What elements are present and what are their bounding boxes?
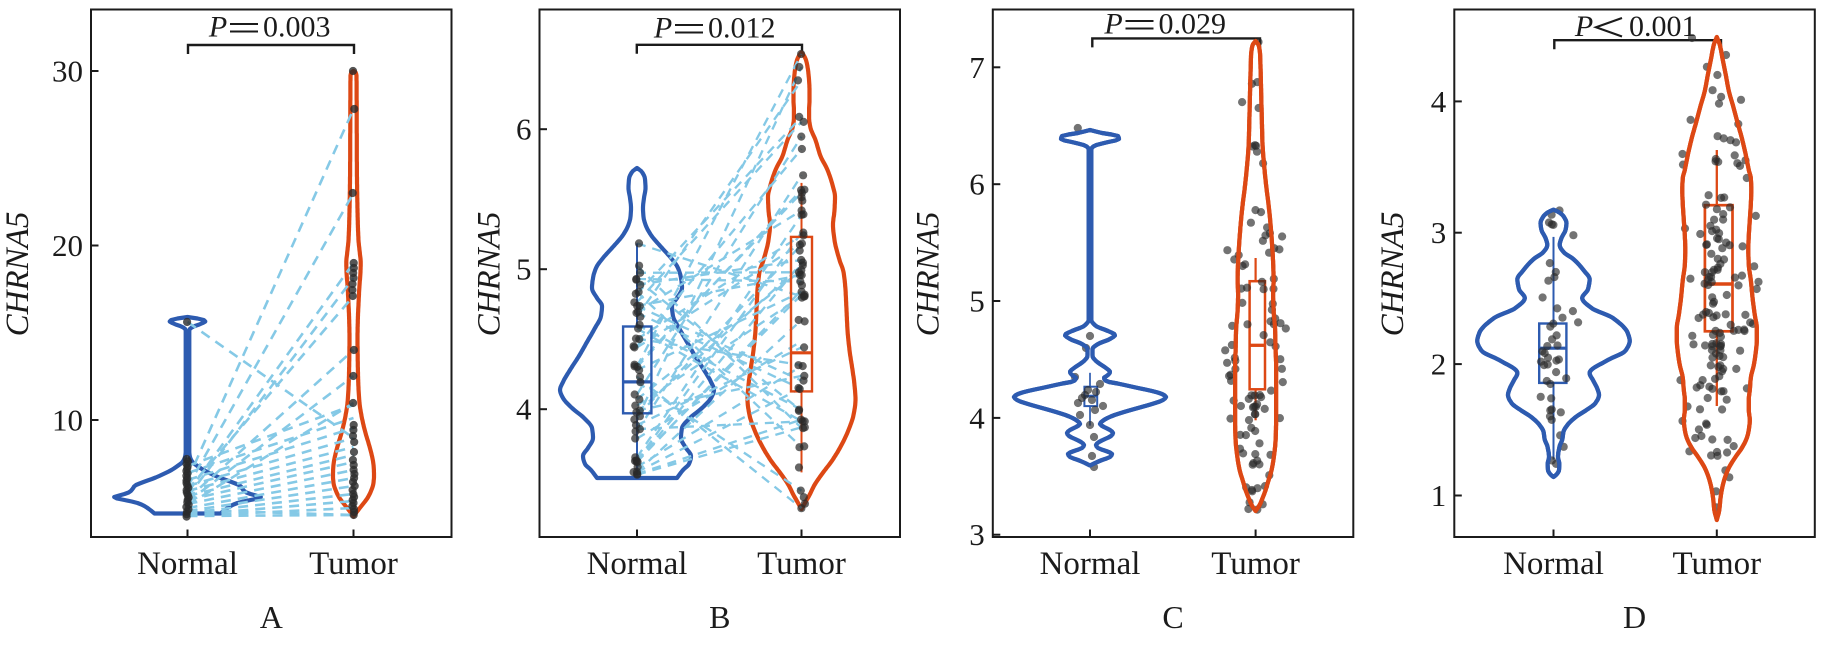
svg-text:CHRNA5: CHRNA5 (0, 212, 36, 337)
svg-text:2: 2 (1431, 347, 1447, 382)
svg-text:D: D (1623, 599, 1646, 635)
svg-text:P: P (1103, 8, 1122, 41)
svg-text:CHRNA5: CHRNA5 (911, 212, 947, 337)
svg-text:Normal: Normal (1040, 546, 1141, 582)
svg-text:4: 4 (516, 392, 532, 427)
svg-text:Tumor: Tumor (757, 546, 846, 582)
svg-text:6: 6 (516, 112, 532, 147)
svg-text:1: 1 (1431, 478, 1447, 513)
svg-text:6: 6 (969, 167, 985, 202)
svg-text:5: 5 (969, 284, 985, 319)
svg-text:0.003: 0.003 (263, 11, 331, 44)
svg-text:3: 3 (969, 517, 985, 552)
svg-text:CHRNA5: CHRNA5 (1375, 212, 1411, 337)
svg-text:0.012: 0.012 (708, 12, 776, 45)
svg-text:0.029: 0.029 (1159, 8, 1227, 41)
svg-text:Tumor: Tumor (1211, 546, 1300, 582)
svg-text:Normal: Normal (137, 546, 238, 582)
svg-text:Tumor: Tumor (309, 546, 398, 582)
svg-text:20: 20 (52, 228, 83, 263)
svg-text:C: C (1162, 599, 1183, 635)
svg-text:5: 5 (516, 252, 532, 287)
svg-text:Normal: Normal (1503, 546, 1604, 582)
svg-text:B: B (709, 599, 730, 635)
svg-text:7: 7 (969, 50, 985, 85)
svg-text:P: P (1574, 10, 1593, 43)
svg-text:Normal: Normal (587, 546, 688, 582)
svg-text:4: 4 (969, 400, 985, 435)
svg-text:3: 3 (1431, 215, 1447, 250)
svg-text:CHRNA5: CHRNA5 (472, 212, 508, 337)
svg-text:A: A (260, 599, 283, 635)
svg-text:P: P (653, 12, 672, 45)
svg-text:10: 10 (52, 403, 83, 438)
svg-text:4: 4 (1431, 84, 1447, 119)
svg-text:0.001: 0.001 (1629, 10, 1697, 43)
svg-text:30: 30 (52, 54, 83, 89)
svg-text:P: P (208, 11, 227, 44)
svg-text:Tumor: Tumor (1672, 546, 1761, 582)
